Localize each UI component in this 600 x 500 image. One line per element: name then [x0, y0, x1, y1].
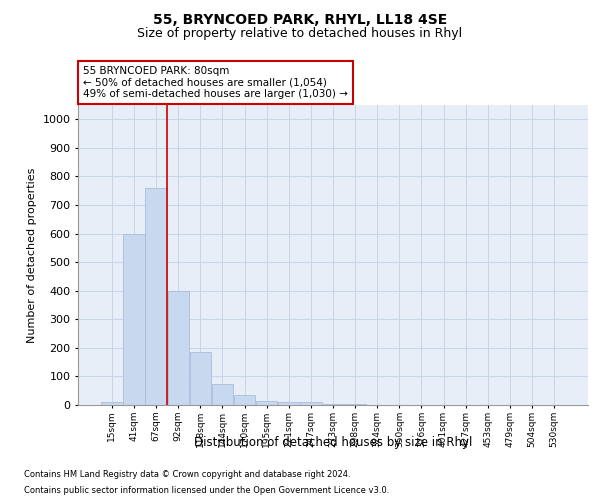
Text: Contains HM Land Registry data © Crown copyright and database right 2024.: Contains HM Land Registry data © Crown c…	[24, 470, 350, 479]
Bar	[212, 384, 233, 405]
Bar	[322, 404, 344, 405]
Bar	[167, 290, 189, 405]
Y-axis label: Number of detached properties: Number of detached properties	[27, 168, 37, 342]
Bar	[234, 395, 255, 405]
Bar	[300, 402, 322, 405]
Text: Contains public sector information licensed under the Open Government Licence v3: Contains public sector information licen…	[24, 486, 389, 495]
Text: 55, BRYNCOED PARK, RHYL, LL18 4SE: 55, BRYNCOED PARK, RHYL, LL18 4SE	[153, 12, 447, 26]
Text: 55 BRYNCOED PARK: 80sqm
← 50% of detached houses are smaller (1,054)
49% of semi: 55 BRYNCOED PARK: 80sqm ← 50% of detache…	[83, 66, 348, 99]
Bar	[344, 404, 366, 405]
Text: Distribution of detached houses by size in Rhyl: Distribution of detached houses by size …	[194, 436, 472, 449]
Text: Size of property relative to detached houses in Rhyl: Size of property relative to detached ho…	[137, 28, 463, 40]
Bar	[256, 400, 277, 405]
Bar	[278, 402, 299, 405]
Bar	[190, 352, 211, 405]
Bar	[123, 234, 145, 405]
Bar	[145, 188, 167, 405]
Bar	[101, 402, 122, 405]
